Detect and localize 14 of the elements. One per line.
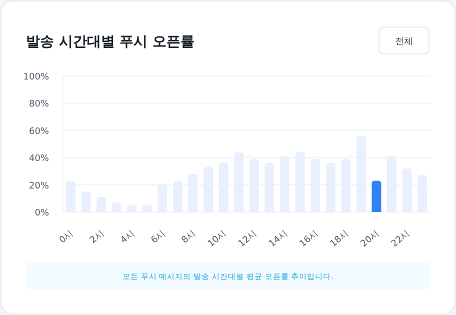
- x-tick-label: 2시: [88, 228, 106, 246]
- y-tick-label: 60%: [28, 126, 50, 137]
- y-tick-label: 40%: [28, 154, 50, 164]
- y-tick-label: 0%: [34, 208, 50, 218]
- x-tick-label: 6시: [150, 228, 168, 246]
- x-tick-label: 4시: [119, 228, 137, 246]
- y-tick-label: 20%: [28, 181, 50, 192]
- y-tick-label: 80%: [28, 100, 50, 110]
- y-tick-label: 100%: [23, 72, 50, 82]
- button: 전체: [378, 26, 430, 54]
- x-tick-label: 8시: [180, 228, 198, 246]
- chart-title: 발송 시간대별 푸시 오픈률: [26, 34, 195, 50]
- x-tick-label: 0시: [58, 228, 76, 246]
- bar: [372, 180, 382, 212]
